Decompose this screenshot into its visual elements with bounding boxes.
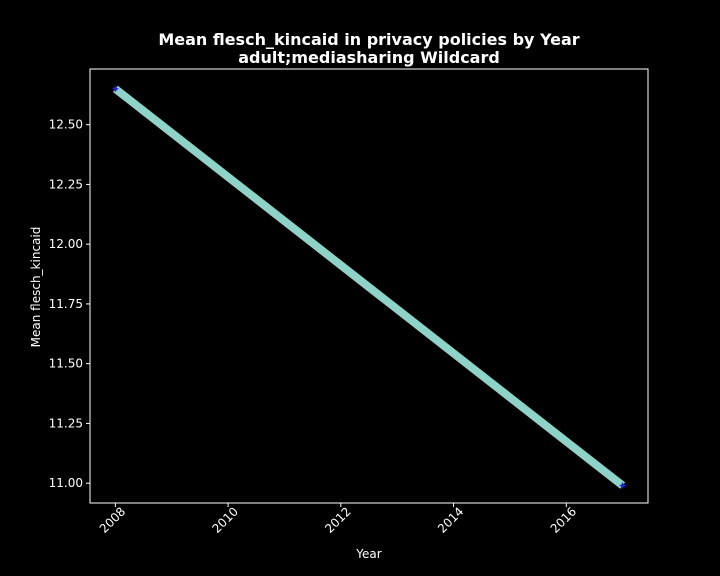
data-point [619, 482, 627, 490]
x-axis: 2008 2010 2012 2014 2016 [97, 503, 579, 536]
y-tick-label: 11.75 [49, 297, 83, 311]
x-tick-label: 2008 [97, 504, 128, 535]
y-tick-label: 12.50 [49, 118, 83, 132]
chart-title-line-1: Mean flesch_kincaid in privacy policies … [158, 30, 579, 49]
series-layer [111, 85, 627, 490]
x-tick-label: 2016 [548, 504, 579, 535]
y-axis: 11.00 11.25 11.50 11.75 12.00 12.25 12.50 [49, 118, 90, 490]
data-point [111, 85, 119, 93]
x-tick-label: 2012 [322, 504, 353, 535]
x-tick-label: 2010 [210, 504, 241, 535]
y-tick-label: 11.00 [49, 476, 83, 490]
y-tick-label: 11.25 [49, 416, 83, 430]
x-axis-label: Year [355, 547, 381, 561]
y-tick-label: 12.00 [49, 237, 83, 251]
y-tick-label: 11.50 [49, 357, 83, 371]
y-tick-label: 12.25 [49, 177, 83, 191]
series-line [112, 85, 626, 489]
chart-title-line-2: adult;mediasharing Wildcard [238, 48, 500, 67]
plot-area-frame [89, 68, 649, 504]
x-tick-label: 2014 [435, 504, 466, 535]
y-axis-label: Mean flesch_kincaid [29, 227, 43, 348]
